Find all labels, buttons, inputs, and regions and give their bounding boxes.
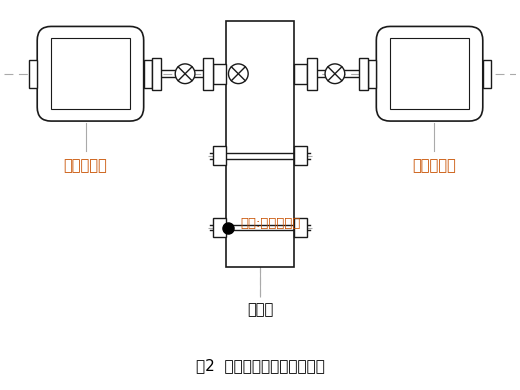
Bar (293, 218, 307, 238)
Bar (144, 60, 151, 87)
Text: 图2  减速箱传感器测点布置图: 图2 减速箱传感器测点布置图 (196, 358, 324, 373)
Bar (293, 146, 307, 165)
Text: 左起升电机: 左起升电机 (63, 158, 108, 174)
Bar (203, 58, 213, 90)
Bar (359, 58, 369, 90)
Bar (213, 218, 227, 238)
FancyBboxPatch shape (37, 27, 144, 121)
Bar (483, 60, 491, 87)
Bar (213, 146, 227, 165)
Text: 右起升电机: 右起升电机 (412, 158, 457, 174)
Bar (227, 21, 293, 267)
Text: 齿轮箱: 齿轮箱 (247, 303, 273, 317)
Circle shape (175, 64, 195, 83)
FancyBboxPatch shape (376, 27, 483, 121)
Circle shape (325, 64, 345, 83)
Bar (213, 64, 227, 83)
Bar (369, 60, 376, 87)
Bar (293, 64, 307, 83)
Circle shape (228, 64, 248, 83)
Bar (151, 58, 161, 90)
Bar (29, 60, 37, 87)
Bar (51, 38, 130, 109)
Bar (390, 38, 469, 109)
Bar (307, 58, 317, 90)
Text: 测点:低速轴径向: 测点:低速轴径向 (240, 217, 301, 230)
